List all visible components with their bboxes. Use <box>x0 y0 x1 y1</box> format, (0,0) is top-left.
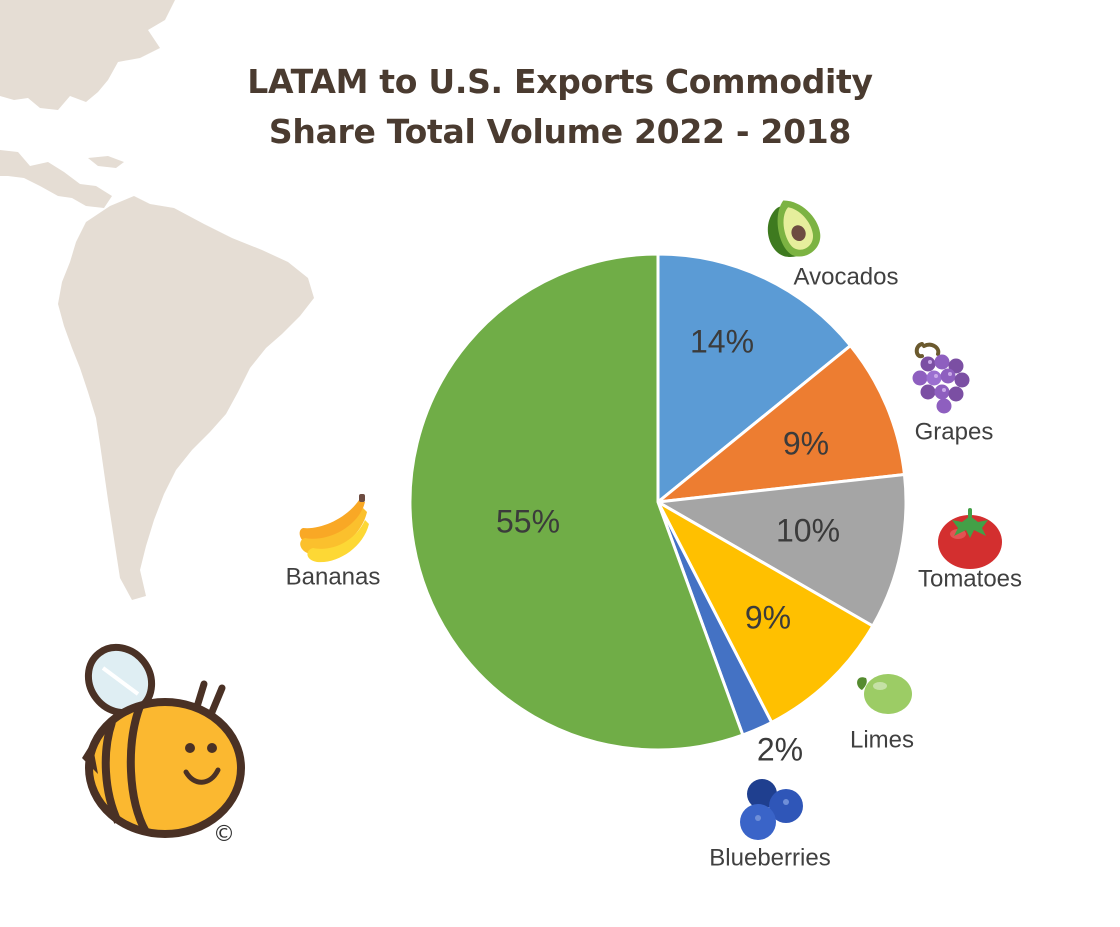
chart-title-line-2: Share Total Volume 2022 - 2018 <box>268 112 852 151</box>
pie-slice-avocados <box>656 252 853 506</box>
category-label-blueberries: Blueberries <box>709 844 830 871</box>
avocado-icon <box>767 200 821 257</box>
value-label-tomatoes: 10% <box>776 512 840 548</box>
pie-slices <box>408 252 908 752</box>
pie-slice-grapes <box>653 343 907 505</box>
category-label-bananas: Bananas <box>286 563 381 590</box>
pie-category-labels: Avocados Grapes Tomatoes Limes Blueberries Ba… <box>286 263 1022 871</box>
value-label-blueberries: 2% <box>757 731 803 767</box>
value-label-bananas: 55% <box>496 503 560 539</box>
copyright-symbol: © <box>213 822 235 847</box>
category-label-tomatoes: Tomatoes <box>918 565 1022 592</box>
value-label-limes: 9% <box>745 599 791 635</box>
pie-slice-tomatoes <box>653 472 908 629</box>
central-america-map-shape <box>0 150 112 208</box>
grapes-icon <box>912 342 970 414</box>
category-label-limes: Limes <box>850 726 914 753</box>
lime-icon <box>857 674 912 714</box>
bee-icon <box>82 643 245 838</box>
pie-value-labels: 14% 9% 10% 9% 2% 55% <box>496 323 840 767</box>
tomato-icon <box>938 508 1002 569</box>
category-label-avocados: Avocados <box>794 263 899 290</box>
pie-slice-bananas <box>408 252 745 752</box>
caribbean-map-shape <box>88 156 124 168</box>
value-label-grapes: 9% <box>783 425 829 461</box>
fruit-icons <box>82 200 1002 840</box>
chart-title-line-1: LATAM to U.S. Exports Commodity <box>247 62 873 101</box>
category-label-grapes: Grapes <box>915 418 994 445</box>
blueberries-icon <box>740 779 803 840</box>
value-label-avocados: 14% <box>690 323 754 359</box>
banana-icon <box>299 494 369 563</box>
pie-slice-limes <box>654 498 875 725</box>
south-america-map-shape <box>58 196 314 600</box>
north-america-map-shape <box>0 0 175 110</box>
